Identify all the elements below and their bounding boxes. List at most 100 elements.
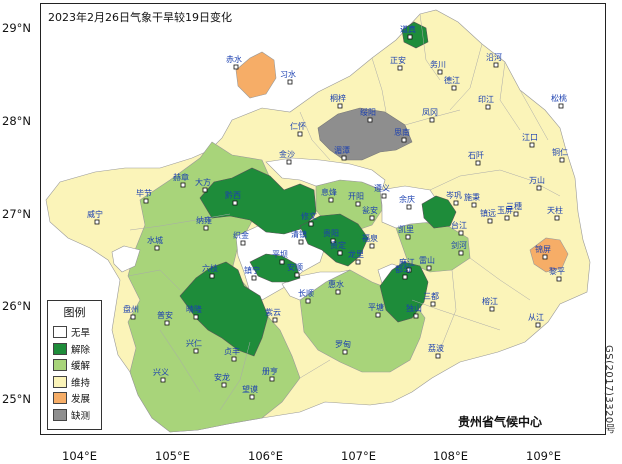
station-marker [397, 65, 403, 71]
station-label: 威宁 [87, 209, 103, 219]
station-marker [193, 348, 199, 354]
station-marker [297, 131, 303, 137]
station-marker [180, 182, 186, 188]
station-marker [487, 218, 493, 224]
legend-swatch [53, 375, 67, 388]
station-label: 大方 [195, 177, 211, 187]
station-label: 三都 [423, 292, 439, 301]
station-label: 施秉 [464, 192, 480, 202]
station-marker [231, 356, 237, 362]
station-marker [471, 202, 477, 208]
station-label: 石阡 [468, 151, 484, 160]
station-marker [435, 353, 441, 359]
legend-item-lifted: 解除 [53, 341, 101, 358]
station-marker [367, 117, 373, 123]
station-label: 普安 [157, 310, 173, 320]
legend-item-none: 无旱 [53, 324, 101, 341]
station-label: 修文 [301, 211, 317, 221]
station-label: 纳雍 [196, 215, 212, 225]
station-marker [337, 250, 343, 256]
station-marker [559, 157, 565, 163]
region-lifted-bijie [199, 167, 317, 235]
station-marker [430, 301, 436, 307]
station-label: 天柱 [547, 205, 563, 215]
station-label: 雷山 [419, 255, 435, 265]
lon-label-109: 109°E [526, 449, 561, 463]
station-label: 凯里 [398, 224, 414, 234]
legend-label: 维持 [71, 377, 91, 389]
station-marker [154, 245, 160, 251]
lat-label-28: 28°N [2, 114, 31, 128]
station-marker [513, 211, 519, 217]
station-marker [335, 289, 341, 295]
station-marker [453, 200, 459, 206]
station-label: 道真 [400, 24, 416, 34]
station-marker [240, 240, 246, 246]
region-develop-jinping [529, 237, 569, 273]
station-label: 湄潭 [334, 146, 350, 155]
station-marker [554, 215, 560, 221]
station-marker [202, 187, 208, 193]
station-marker [458, 230, 464, 236]
station-label: 荔波 [428, 343, 444, 353]
lat-label-25: 25°N [2, 392, 31, 406]
station-marker [305, 298, 311, 304]
station-label: 兴义 [153, 368, 169, 377]
station-marker [279, 259, 285, 265]
legend-label: 解除 [71, 344, 91, 356]
legend-label: 缺测 [71, 410, 91, 422]
station-label: 安龙 [214, 372, 230, 382]
station-label: 桐梓 [330, 93, 346, 103]
region-lifted-center [249, 253, 301, 283]
lat-label-29: 29°N [2, 21, 31, 35]
station-label: 紫云 [265, 308, 281, 317]
station-marker [406, 204, 412, 210]
legend-title: 图例 [63, 306, 86, 319]
region-lifted-anshun [179, 261, 269, 357]
station-marker [193, 314, 199, 320]
region-missing-zunyi [317, 107, 413, 161]
lat-label-26: 26°N [2, 299, 31, 313]
station-marker [355, 259, 361, 265]
station-marker [429, 117, 435, 123]
station-marker [328, 197, 334, 203]
station-label: 台江 [451, 220, 467, 230]
station-label: 玉屏 [497, 206, 513, 215]
station-marker [308, 221, 314, 227]
station-marker [542, 254, 548, 260]
station-marker [529, 142, 535, 148]
station-label: 息烽 [321, 187, 337, 197]
station-marker [437, 69, 443, 75]
legend-swatch [53, 326, 67, 339]
station-marker [355, 201, 361, 207]
region-lifted-daozhen [401, 21, 429, 49]
station-marker [406, 267, 412, 273]
station-label: 长顺 [298, 288, 314, 298]
legend-swatch [53, 408, 67, 421]
station-marker [504, 215, 510, 221]
station-marker [381, 193, 387, 199]
station-label: 赤水 [226, 54, 242, 64]
station-label: 盘州 [123, 304, 139, 314]
station-marker [251, 275, 257, 281]
station-label: 清镇 [291, 229, 307, 239]
station-label: 凤冈 [422, 108, 438, 117]
station-label: 剑河 [451, 240, 467, 250]
station-marker [160, 377, 166, 383]
station-label: 黎平 [549, 266, 565, 276]
station-label: 镇宁 [244, 265, 260, 275]
station-marker [493, 62, 499, 68]
station-label: 六枝 [202, 263, 218, 273]
station-marker [249, 394, 255, 400]
station-label: 正安 [390, 55, 406, 65]
station-label: 赫章 [173, 172, 189, 182]
station-label: 独山 [406, 303, 422, 313]
station-marker [94, 219, 100, 225]
legend-item-maintain: 维持 [53, 374, 101, 391]
station-label: 遵义 [374, 183, 390, 193]
station-marker [233, 64, 239, 70]
lon-label-104: 104°E [62, 449, 97, 463]
station-marker [209, 273, 215, 279]
station-label: 毕节 [136, 188, 152, 198]
legend-label: 发展 [71, 394, 91, 406]
